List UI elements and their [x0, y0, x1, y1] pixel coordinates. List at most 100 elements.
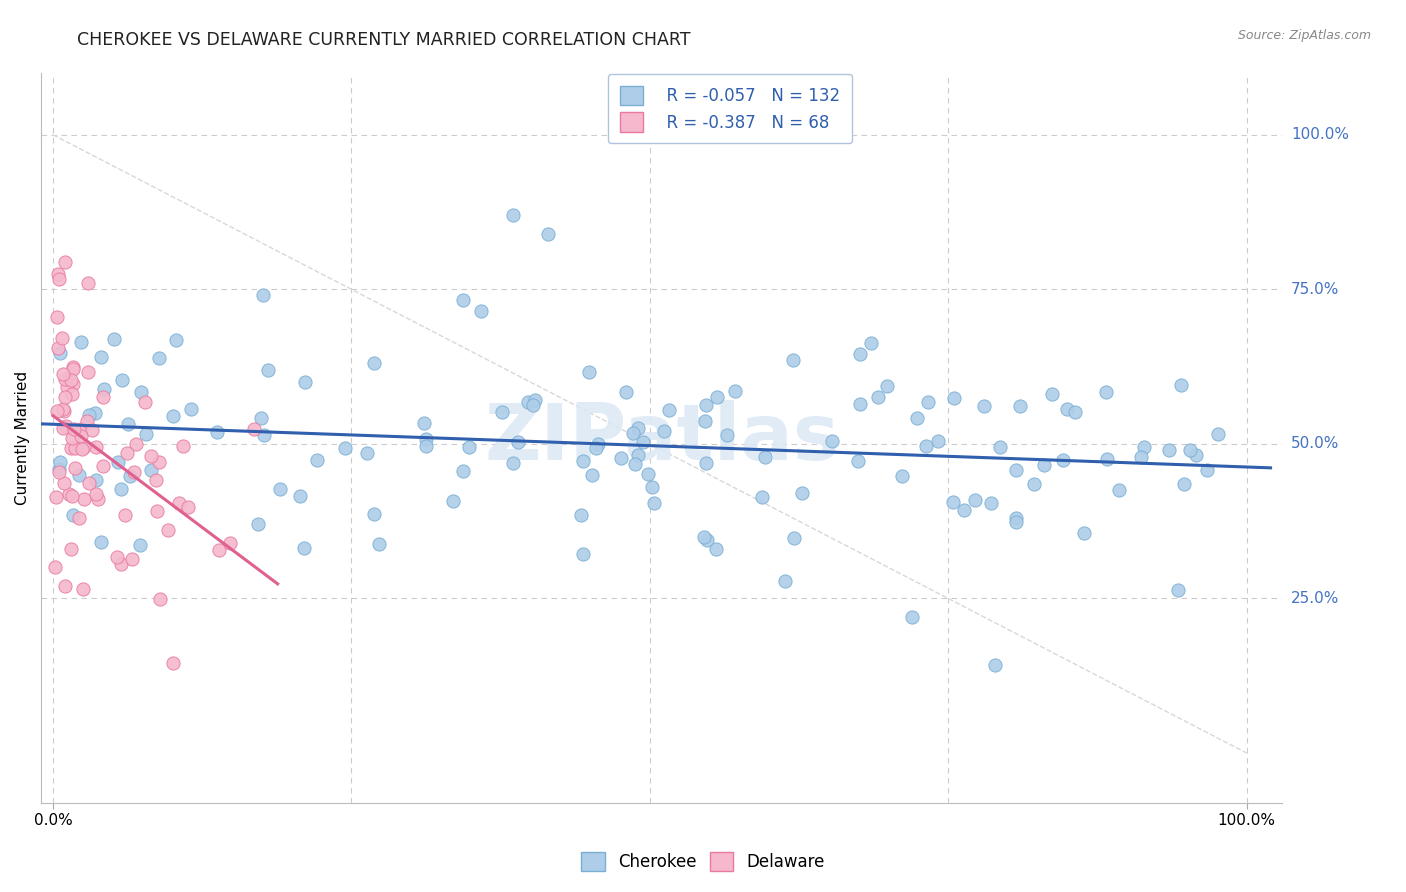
Point [1208, 427, 1230, 442]
Text: 25.0%: 25.0% [1291, 591, 1339, 606]
Point [52, 402, 75, 417]
Point [973, 399, 995, 413]
Point [1063, 405, 1085, 419]
Point [80, 423, 103, 437]
Point [368, 537, 391, 551]
Point [363, 356, 385, 370]
Point [927, 434, 949, 449]
Point [572, 454, 595, 468]
Point [307, 453, 329, 467]
Point [70, 429, 93, 443]
Point [58, 486, 80, 500]
Point [965, 492, 987, 507]
Point [72, 582, 94, 597]
Point [441, 493, 464, 508]
Point [412, 416, 434, 430]
Point [124, 465, 146, 479]
Point [942, 391, 965, 405]
Point [86, 487, 108, 501]
Point [692, 530, 714, 544]
Point [52, 420, 75, 434]
Point [984, 658, 1007, 673]
Point [110, 483, 132, 497]
Point [60, 432, 83, 446]
Point [1167, 582, 1189, 597]
Point [257, 363, 280, 377]
Point [782, 353, 804, 368]
Point [103, 332, 125, 346]
Point [581, 467, 603, 482]
Point [60, 541, 83, 556]
Point [876, 379, 898, 393]
Point [167, 496, 190, 510]
Point [658, 403, 681, 417]
Point [253, 428, 276, 442]
Point [59, 373, 82, 387]
Point [93, 390, 115, 404]
Point [76, 276, 98, 290]
Point [572, 547, 595, 561]
Point [48, 465, 70, 479]
Point [84, 406, 107, 420]
Point [333, 441, 356, 455]
Point [860, 336, 883, 351]
Point [250, 411, 273, 425]
Point [1033, 458, 1056, 472]
Point [52, 403, 75, 417]
Point [415, 438, 437, 452]
Text: Source: ZipAtlas.com: Source: ZipAtlas.com [1237, 29, 1371, 42]
Point [115, 446, 138, 460]
Point [165, 334, 187, 348]
Point [695, 456, 717, 470]
Point [821, 434, 844, 449]
Point [208, 542, 231, 557]
Point [44, 559, 66, 574]
Point [67, 510, 90, 524]
Y-axis label: Currently Married: Currently Married [15, 371, 30, 505]
Point [73, 440, 96, 454]
Legend: Cherokee, Delaware: Cherokee, Delaware [572, 843, 834, 880]
Point [1073, 526, 1095, 541]
Point [48, 462, 70, 476]
Point [751, 490, 773, 504]
Point [848, 347, 870, 361]
Point [269, 482, 291, 496]
Point [915, 439, 938, 453]
Point [48, 272, 70, 286]
Point [77, 365, 100, 379]
Point [49, 345, 72, 359]
Point [172, 439, 194, 453]
Point [522, 398, 544, 412]
Point [1005, 515, 1028, 529]
Point [356, 446, 378, 460]
Point [1005, 511, 1028, 525]
Point [46, 404, 69, 418]
Point [624, 457, 647, 471]
Point [93, 382, 115, 396]
Point [569, 508, 592, 523]
Point [121, 551, 143, 566]
Point [1178, 443, 1201, 458]
Point [111, 373, 134, 387]
Point [135, 427, 157, 442]
Point [77, 475, 100, 490]
Point [72, 442, 94, 456]
Point [585, 441, 607, 455]
Point [627, 420, 650, 434]
Point [652, 424, 675, 438]
Point [294, 375, 316, 389]
Point [693, 414, 716, 428]
Point [905, 411, 928, 425]
Point [110, 557, 132, 571]
Point [73, 491, 96, 506]
Point [139, 463, 162, 477]
Point [1185, 448, 1208, 462]
Point [149, 591, 172, 606]
Point [56, 380, 79, 394]
Point [63, 422, 86, 436]
Point [696, 533, 718, 548]
Point [55, 419, 77, 434]
Point [107, 455, 129, 469]
Point [70, 421, 93, 435]
Point [716, 428, 738, 442]
